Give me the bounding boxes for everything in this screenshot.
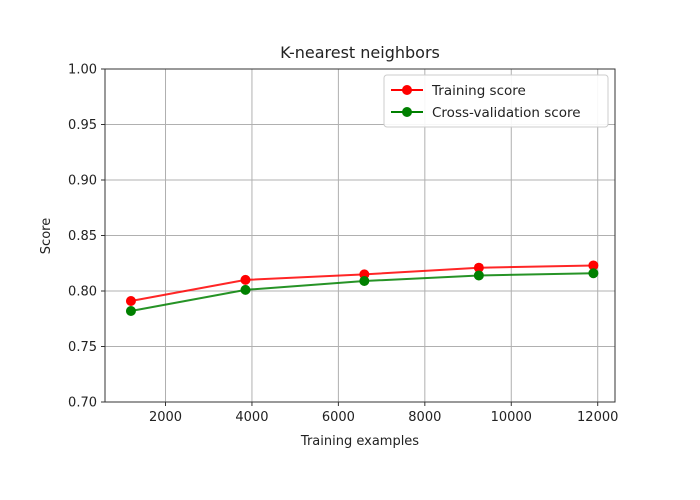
y-tick-label: 0.90 xyxy=(68,174,97,189)
y-tick-label: 0.70 xyxy=(68,396,97,411)
legend-marker-cross-validation xyxy=(402,107,412,117)
x-tick-label: 2000 xyxy=(149,410,182,425)
series-lines xyxy=(125,260,599,316)
legend-label-training: Training score xyxy=(431,83,526,99)
legend: Training score Cross-validation score xyxy=(383,74,609,128)
legend-marker-training xyxy=(402,85,412,95)
x-axis-label: Training examples xyxy=(300,434,419,449)
x-tick-label: 4000 xyxy=(235,410,268,425)
legend-item-training: Training score xyxy=(391,83,526,99)
y-axis-label: Score xyxy=(39,218,54,254)
y-tick-label: 0.85 xyxy=(68,229,97,244)
data-point-training-score xyxy=(125,295,136,306)
x-axis: 2000 4000 6000 8000 10000 12000 xyxy=(149,402,618,425)
x-tick-label: 8000 xyxy=(408,410,441,425)
data-point-cross-validation-score xyxy=(240,284,251,295)
legend-item-cross-validation: Cross-validation score xyxy=(391,105,581,121)
data-point-training-score xyxy=(240,274,251,285)
data-point-cross-validation-score xyxy=(125,305,136,316)
data-point-cross-validation-score xyxy=(359,276,370,287)
data-point-training-score xyxy=(473,262,484,273)
x-tick-label: 10000 xyxy=(491,410,532,425)
y-tick-label: 0.95 xyxy=(68,118,97,133)
x-tick-label: 12000 xyxy=(577,410,618,425)
x-tick-label: 6000 xyxy=(322,410,355,425)
legend-box xyxy=(383,74,609,128)
chart-title: K-nearest neighbors xyxy=(280,43,440,62)
y-tick-label: 1.00 xyxy=(68,63,97,78)
y-tick-label: 0.80 xyxy=(68,285,97,300)
legend-label-cross-validation: Cross-validation score xyxy=(432,105,581,121)
y-tick-label: 0.75 xyxy=(68,340,97,355)
data-point-cross-validation-score xyxy=(588,268,599,279)
data-point-cross-validation-score xyxy=(473,270,484,281)
data-point-training-score xyxy=(588,260,599,271)
y-axis: 0.70 0.75 0.80 0.85 0.90 0.95 1.00 xyxy=(68,63,105,411)
